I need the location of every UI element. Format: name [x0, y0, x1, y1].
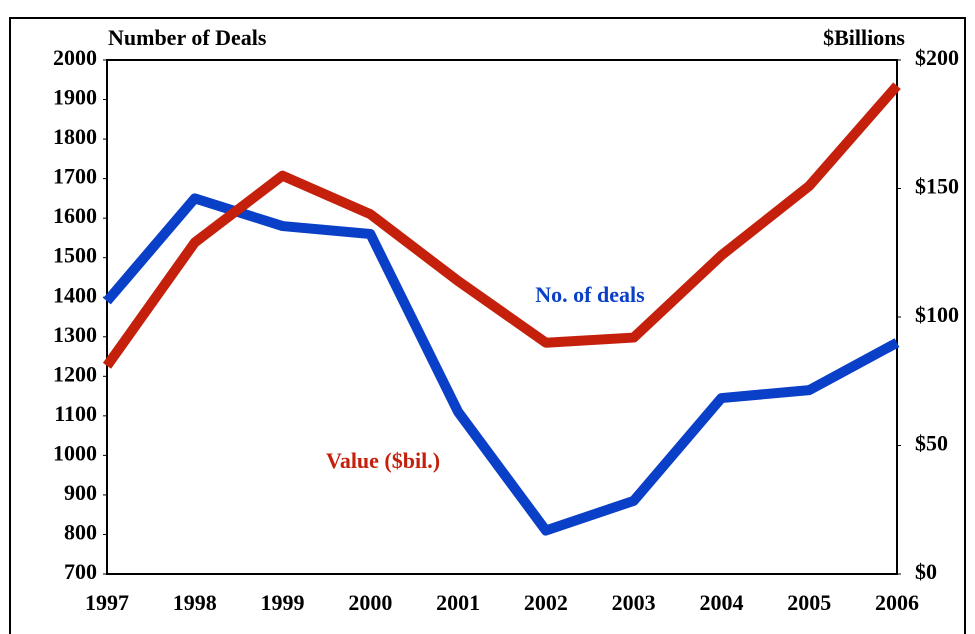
y-tick-label: 1900 — [53, 85, 97, 110]
y-tick-label: 1300 — [53, 322, 97, 347]
x-tick-label: 2003 — [612, 590, 656, 615]
series-label: Value ($bil.) — [326, 448, 440, 473]
y2-tick-label: $0 — [915, 559, 937, 584]
x-tick-label: 2006 — [875, 590, 919, 615]
y2-tick-label: $100 — [915, 302, 959, 327]
y-tick-label: 1100 — [54, 401, 97, 426]
y-tick-label: 1800 — [53, 124, 97, 149]
x-tick-label: 2000 — [348, 590, 392, 615]
y-tick-label: 1200 — [53, 361, 97, 386]
y-tick-label: 800 — [64, 520, 97, 545]
y-axis-label: Number of Deals — [108, 25, 267, 50]
y-tick-label: 1700 — [53, 164, 97, 189]
y-tick-label: 900 — [64, 480, 97, 505]
y2-tick-label: $150 — [915, 174, 959, 199]
x-tick-label: 1998 — [173, 590, 217, 615]
x-tick-label: 1999 — [261, 590, 305, 615]
y2-tick-label: $50 — [915, 431, 948, 456]
x-tick-label: 2002 — [524, 590, 568, 615]
y-tick-label: 700 — [64, 559, 97, 584]
y-tick-label: 1000 — [53, 440, 97, 465]
x-tick-label: 2004 — [699, 590, 743, 615]
series-line — [102, 82, 901, 369]
y-tick-label: 1500 — [53, 243, 97, 268]
x-tick-label: 2001 — [436, 590, 480, 615]
x-tick-label: 2005 — [787, 590, 831, 615]
series-label: No. of deals — [535, 282, 645, 307]
x-tick-label: 1997 — [85, 590, 129, 615]
chart-frame — [9, 17, 966, 634]
y2-tick-label: $200 — [915, 45, 959, 70]
y-tick-label: 2000 — [53, 45, 97, 70]
y-tick-label: 1400 — [53, 282, 97, 307]
y-tick-label: 1600 — [53, 203, 97, 228]
y2-axis-label: $Billions — [823, 25, 905, 50]
